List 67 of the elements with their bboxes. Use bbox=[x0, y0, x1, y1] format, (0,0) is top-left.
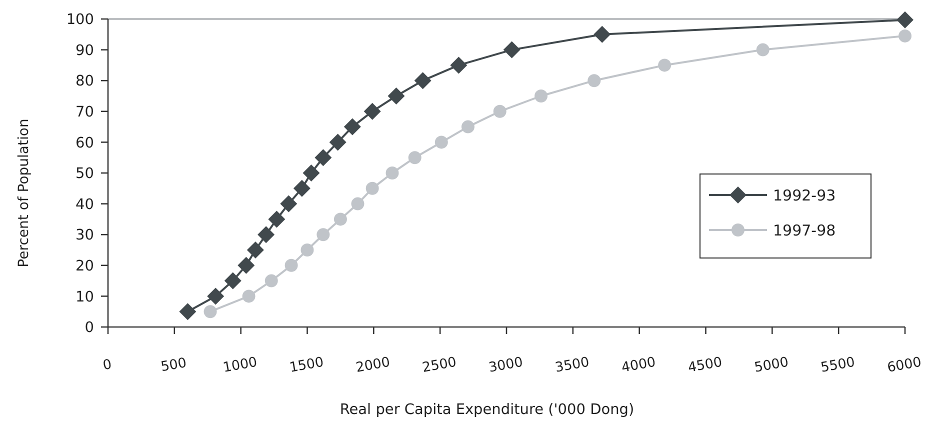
y-tick-label: 50 bbox=[76, 166, 94, 182]
point bbox=[258, 226, 275, 244]
y-tick-label: 100 bbox=[66, 12, 94, 28]
x-tick-label: 6000 bbox=[886, 354, 923, 376]
x-tick-label: 0 bbox=[102, 356, 113, 374]
point bbox=[408, 151, 422, 164]
point bbox=[302, 164, 320, 182]
y-tick-label: 70 bbox=[76, 104, 94, 120]
x-tick-label: 5000 bbox=[753, 354, 790, 376]
x-tick-label: 5500 bbox=[820, 354, 856, 376]
x-tick-label: 1000 bbox=[222, 354, 258, 376]
point bbox=[493, 104, 506, 118]
point bbox=[461, 120, 474, 134]
y-tick-label: 30 bbox=[76, 228, 94, 244]
y-tick-label: 0 bbox=[84, 320, 94, 336]
x-axis-title: Real per Capita Expenditure ('000 Dong) bbox=[340, 402, 634, 418]
point bbox=[207, 288, 224, 305]
y-tick-label: 90 bbox=[76, 42, 94, 59]
y-tick-label: 10 bbox=[76, 289, 94, 306]
x-tick-label: 2500 bbox=[421, 354, 458, 376]
point bbox=[284, 258, 298, 272]
x-tick-label: 4500 bbox=[686, 354, 724, 376]
point bbox=[344, 118, 361, 136]
point bbox=[238, 256, 255, 274]
x-tick-label: 3000 bbox=[488, 354, 524, 376]
point bbox=[246, 242, 264, 258]
point bbox=[658, 58, 672, 72]
point bbox=[388, 88, 405, 104]
x-tick-label: 3500 bbox=[554, 354, 591, 376]
point bbox=[280, 195, 298, 212]
y-tick-label: 80 bbox=[76, 74, 94, 90]
point bbox=[204, 305, 217, 318]
y-tick-label: 60 bbox=[76, 135, 94, 152]
point bbox=[268, 210, 286, 228]
x-tick-label: 4000 bbox=[620, 354, 657, 376]
point bbox=[224, 272, 242, 290]
point bbox=[179, 303, 196, 320]
point bbox=[898, 29, 912, 42]
point bbox=[434, 136, 448, 149]
x-tick-label: 500 bbox=[160, 354, 188, 376]
y-tick-label: 20 bbox=[76, 258, 94, 274]
point bbox=[503, 41, 520, 58]
point bbox=[334, 212, 347, 226]
y-axis-title: Percent of Population bbox=[16, 118, 32, 268]
point bbox=[314, 149, 332, 166]
point bbox=[896, 11, 914, 28]
point bbox=[366, 182, 379, 195]
point bbox=[242, 290, 256, 303]
point bbox=[588, 74, 601, 88]
point bbox=[386, 166, 399, 180]
point bbox=[300, 244, 314, 256]
point bbox=[756, 43, 770, 56]
point bbox=[316, 228, 330, 242]
y-tick-label: 40 bbox=[76, 196, 94, 213]
point bbox=[264, 274, 278, 288]
point bbox=[329, 134, 346, 151]
legend-label: 1997-98 bbox=[773, 221, 836, 240]
point bbox=[534, 90, 548, 102]
legend-label: 1992-93 bbox=[773, 186, 836, 204]
x-tick-label: 1500 bbox=[288, 354, 325, 376]
point bbox=[293, 180, 310, 197]
point bbox=[414, 72, 432, 90]
point bbox=[450, 56, 468, 74]
point bbox=[364, 102, 381, 120]
point bbox=[351, 197, 364, 210]
point bbox=[594, 26, 611, 43]
x-tick-label: 2000 bbox=[354, 354, 392, 376]
